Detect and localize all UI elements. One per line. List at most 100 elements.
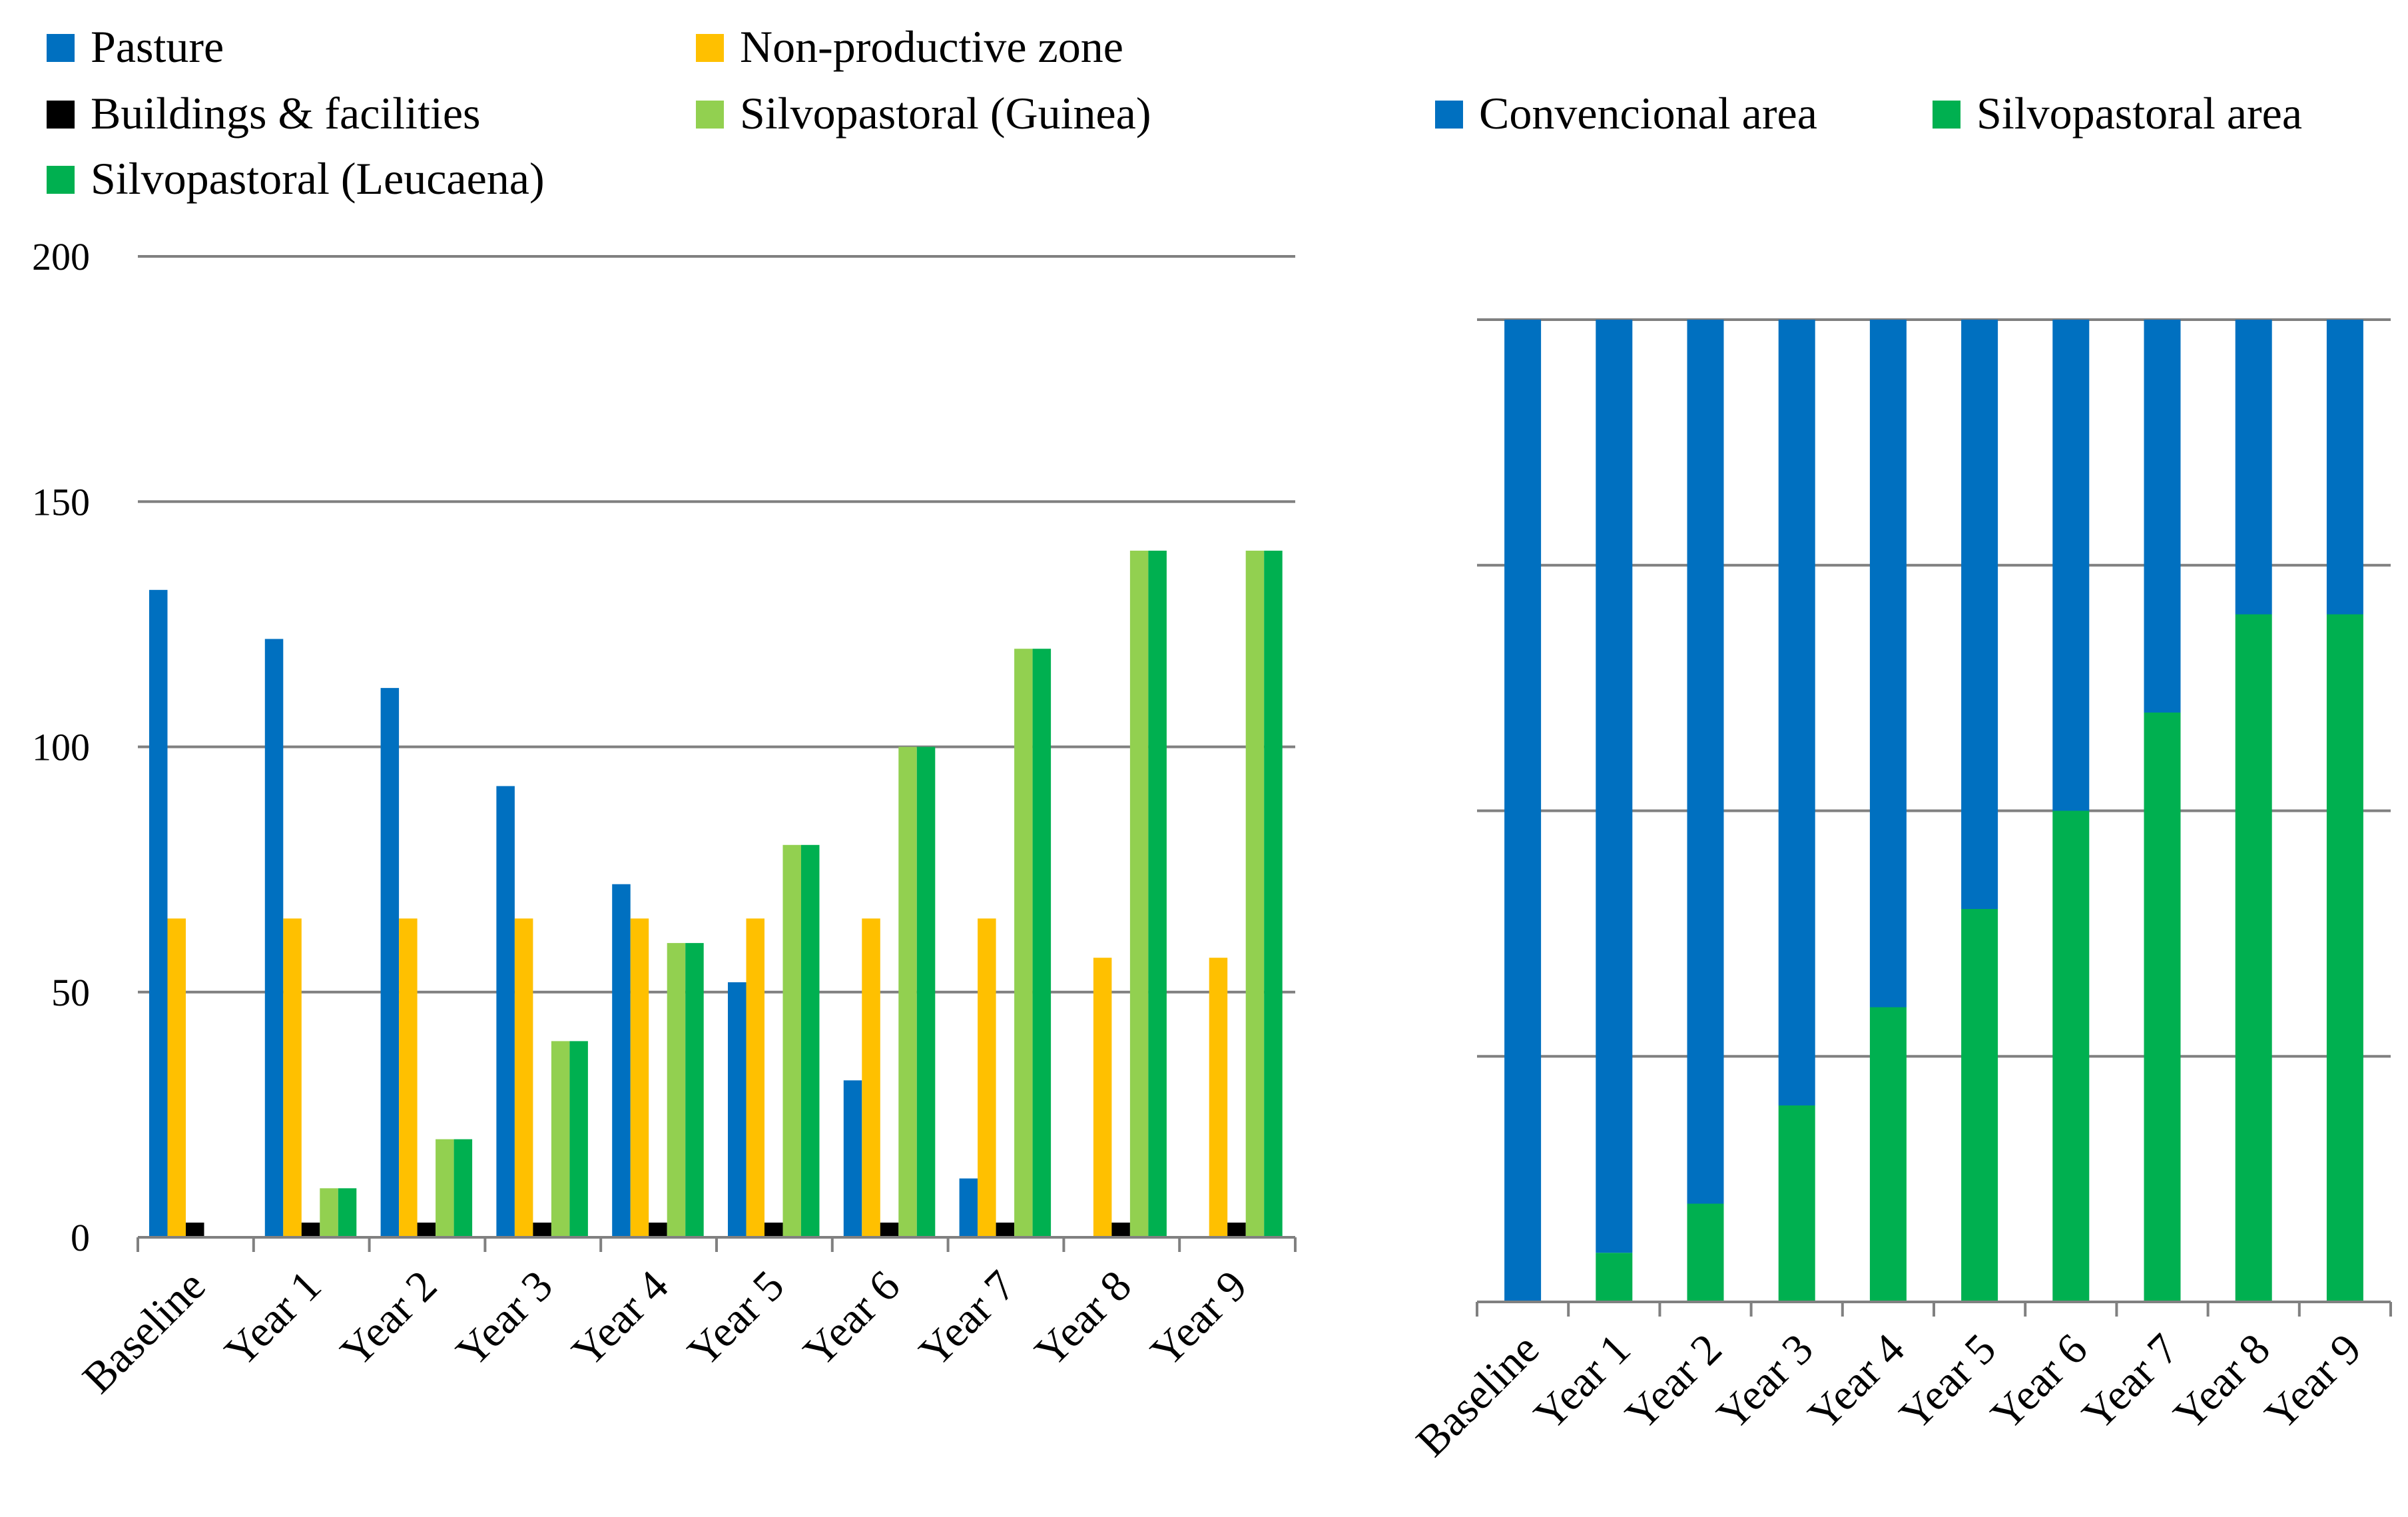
bar-buildings-and-facilities-year-9 [1227, 1222, 1246, 1237]
bar-silvopastoral-leucaena-year-6 [916, 747, 936, 1237]
bar-convencional-area-year-8 [2235, 320, 2272, 615]
right-category-label: Year 2 [1616, 1325, 1731, 1440]
legend-item-silvopastoral-area: Silvopastoral area [1933, 88, 2302, 139]
bar-silvopastoral-area-year-8 [2235, 614, 2272, 1302]
bar-convencional-area-year-1 [1596, 320, 1633, 1253]
legend-label: Buildings & facilities [91, 88, 481, 139]
bar-convencional-area-year-5 [1961, 320, 1998, 909]
bar-silvopastoral-leucaena-year-3 [569, 1041, 588, 1237]
legend-item-non-productive-zone: Non-productive zone [696, 21, 1123, 72]
bar-silvopastoral-area-year-2 [1687, 1203, 1724, 1302]
bar-buildings-and-facilities-year-8 [1111, 1222, 1130, 1237]
bar-buildings-and-facilities-year-6 [880, 1222, 899, 1237]
bar-buildings-and-facilities-baseline [186, 1222, 204, 1237]
bar-non-productive-zone-year-4 [630, 918, 649, 1237]
bar-silvopastoral-guinea-year-3 [551, 1041, 570, 1237]
left-y-tick-label: 0 [71, 1216, 90, 1259]
bar-pasture-year-6 [843, 1080, 862, 1237]
legend-label: Silvopastoral (Guinea) [740, 88, 1151, 139]
bar-buildings-and-facilities-year-4 [649, 1222, 667, 1237]
left-category-label: Year 6 [794, 1261, 910, 1376]
bar-silvopastoral-leucaena-year-2 [453, 1139, 473, 1237]
stacked-bar-chart-area-share: Convencional area Silvopastoral area Base… [1407, 88, 2392, 1466]
legend-item-silvopastoral-leucaena: Silvopastoral (Leucaena) [47, 153, 545, 204]
bar-convencional-area-year-3 [1778, 320, 1815, 1105]
bar-pasture-year-3 [496, 786, 515, 1237]
bar-convencional-area-year-4 [1869, 320, 1907, 1008]
bar-silvopastoral-guinea-year-9 [1245, 550, 1265, 1237]
left-chart-legend: Pasture Non-productive zone Buildings & fa… [47, 21, 1151, 204]
bar-silvopastoral-area-year-6 [2052, 810, 2090, 1302]
legend-label: Pasture [91, 21, 224, 72]
bar-silvopastoral-guinea-year-2 [436, 1139, 454, 1237]
bar-convencional-area-year-6 [2052, 320, 2090, 811]
bar-buildings-and-facilities-year-3 [533, 1222, 551, 1237]
bar-buildings-and-facilities-year-1 [301, 1222, 320, 1237]
grouped-bar-chart-land-use: Pasture Non-productive zone Buildings & fa… [32, 21, 1297, 1402]
left-chart-x-axis [137, 1236, 1297, 1252]
legend-swatch [1435, 101, 1463, 129]
bar-non-productive-zone-year-5 [746, 918, 764, 1237]
bar-silvopastoral-leucaena-year-4 [685, 943, 704, 1237]
bar-convencional-area-year-2 [1687, 320, 1724, 1204]
bar-convencional-area-year-7 [2144, 320, 2181, 713]
bar-silvopastoral-leucaena-year-8 [1148, 550, 1167, 1237]
bar-silvopastoral-area-year-1 [1596, 1253, 1633, 1302]
bar-non-productive-zone-year-7 [978, 918, 996, 1237]
left-category-label: Year 3 [447, 1261, 562, 1376]
bar-pasture-year-1 [264, 639, 284, 1237]
left-category-label: Year 4 [563, 1261, 678, 1376]
left-y-tick-label: 150 [32, 480, 90, 523]
bar-pasture-year-4 [612, 884, 631, 1237]
legend-swatch [47, 34, 75, 62]
left-category-label: Year 2 [331, 1261, 446, 1376]
right-chart-x-axis [1476, 1301, 2392, 1317]
left-category-label: Year 1 [216, 1261, 331, 1376]
bar-silvopastoral-leucaena-year-9 [1264, 550, 1283, 1237]
bar-silvopastoral-guinea-year-6 [898, 747, 917, 1237]
bar-silvopastoral-area-year-4 [1869, 1007, 1907, 1302]
bar-silvopastoral-area-year-9 [2326, 614, 2363, 1302]
legend-label: Convencional area [1479, 88, 1817, 139]
left-y-tick-label: 200 [32, 235, 90, 278]
right-category-label: Year 8 [2164, 1325, 2279, 1440]
legend-label: Silvopastoral (Leucaena) [91, 153, 545, 204]
bar-pasture-baseline [149, 589, 168, 1237]
right-category-label: Year 5 [1891, 1325, 2006, 1440]
bar-non-productive-zone-year-9 [1209, 958, 1228, 1237]
legend-item-convencional-area: Convencional area [1435, 88, 1817, 139]
right-category-label: Year 7 [2073, 1325, 2188, 1440]
bar-convencional-area-year-9 [2326, 320, 2363, 615]
bar-silvopastoral-leucaena-year-1 [338, 1188, 357, 1237]
left-chart-category-labels: Baseline Year 1 Year 2 Year 3 Year 4 Year 5 Ye… [73, 1261, 1257, 1402]
left-chart-y-tick-labels: 0 50 100 150 200 [32, 235, 90, 1259]
legend-swatch [47, 166, 75, 194]
bar-convencional-area-baseline [1504, 320, 1542, 1302]
left-category-label: Year 7 [910, 1261, 1025, 1376]
legend-swatch [696, 101, 724, 129]
bar-silvopastoral-guinea-year-4 [667, 943, 686, 1237]
legend-swatch [696, 34, 724, 62]
legend-label: Silvopastoral area [1976, 88, 2302, 139]
bar-pasture-year-2 [380, 688, 400, 1237]
bar-silvopastoral-area-year-3 [1778, 1105, 1815, 1302]
legend-item-buildings-and-facilities: Buildings & facilities [47, 88, 481, 139]
left-chart-bars [149, 550, 1283, 1237]
right-category-label: Year 6 [1982, 1325, 2097, 1440]
right-chart-legend: Convencional area Silvopastoral area [1435, 88, 2302, 139]
bar-buildings-and-facilities-year-2 [417, 1222, 436, 1237]
bar-silvopastoral-leucaena-year-5 [801, 844, 820, 1237]
left-y-tick-label: 100 [32, 726, 90, 769]
right-category-label: Year 9 [2256, 1325, 2371, 1440]
bar-non-productive-zone-year-2 [399, 918, 418, 1237]
bar-silvopastoral-guinea-year-7 [1014, 649, 1033, 1237]
bar-silvopastoral-guinea-year-1 [320, 1188, 338, 1237]
left-category-label: Year 5 [679, 1261, 794, 1376]
right-chart-bars [1504, 320, 2363, 1302]
bar-pasture-year-5 [728, 982, 747, 1237]
legend-label: Non-productive zone [740, 21, 1123, 72]
bar-silvopastoral-area-year-7 [2144, 713, 2181, 1302]
bar-silvopastoral-area-year-5 [1961, 909, 1998, 1302]
